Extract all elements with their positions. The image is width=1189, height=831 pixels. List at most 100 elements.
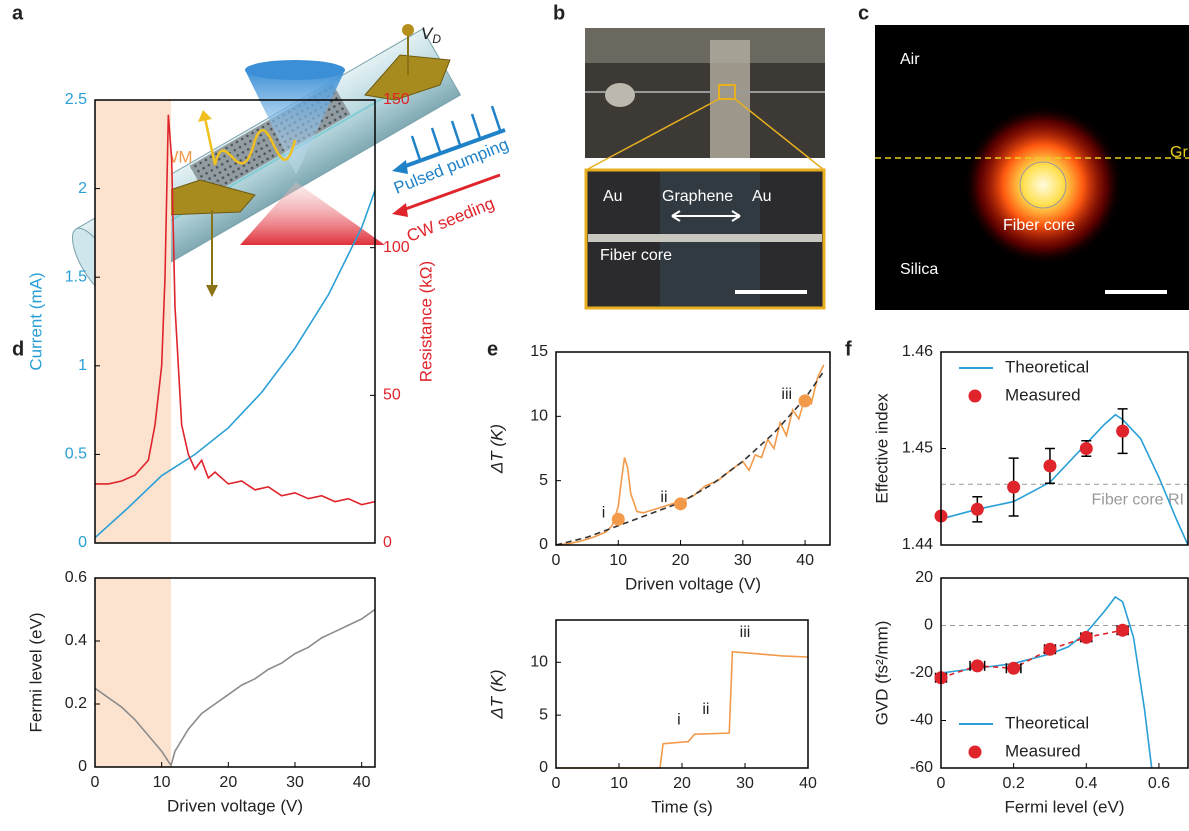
y-tick-label: 0 [539,759,548,776]
legend-label: Theoretical [1005,713,1089,732]
fiber-core-label: Fiber core [600,247,672,264]
voltage-subscript: D [432,32,441,46]
point [1116,425,1129,438]
legend-label: Measured [1005,385,1081,404]
y-tick-label: 2 [78,180,87,197]
point-label: iii [781,386,792,403]
y-tick-label: 5 [539,706,548,723]
x-tick-label: 0.4 [1075,775,1097,792]
annotation: i [677,712,681,729]
point-label: i [602,504,606,521]
line [941,415,1188,545]
y-tick-label: 1.5 [65,268,87,285]
x-tick-label: 0 [91,774,100,791]
point [1080,631,1093,644]
annotation: iii [740,624,751,641]
y-tick-label: 0 [924,617,933,634]
seed-label: CW seeding [404,194,497,246]
point [1043,459,1056,472]
legend-marker [969,390,982,403]
y-axis-label: ΔT (K) [487,669,506,719]
annotation: ii [702,701,709,718]
x-tick-label: 20 [219,774,237,791]
x-tick-label: 10 [609,552,627,569]
y-tick-label: 0 [539,536,548,553]
graphene-label: Gr [1170,144,1188,161]
x-axis-label: Fermi level (eV) [1005,797,1125,816]
x-tick-label: 40 [796,552,814,569]
y-tick-label: 0 [78,758,87,775]
y-tick-label: 0.6 [65,569,87,586]
point-label: ii [660,489,667,506]
y-tick-label: 1.44 [902,536,933,553]
silica-label: Silica [900,261,938,278]
air-label: Air [900,51,920,68]
x-tick-label: 0.6 [1148,775,1170,792]
x-tick-label: 0 [937,775,946,792]
y2-axis-label: Resistance (kΩ) [416,261,435,382]
x-tick-label: 40 [799,775,817,792]
point [1116,624,1129,637]
panel-label: d [12,338,24,360]
y-tick-label: 5 [539,472,548,489]
y-axis-label: Current (mA) [26,272,45,370]
x-tick-label: 40 [353,774,371,791]
legend-marker [969,746,982,759]
legend-label: Measured [1005,741,1081,760]
y-tick-label: -40 [910,712,933,729]
chart: 1.441.451.46Effective indexFiber core RI… [872,343,1188,553]
point [1007,662,1020,675]
y-tick-label: -20 [910,664,933,681]
x-axis-label: Driven voltage (V) [167,796,303,815]
panel-label: e [487,338,498,360]
plot-frame [556,620,808,768]
chart: -60 -40 -20 0 20 0 0.2 0.4 0.6 Fermi level (eV) GV… [872,569,1188,816]
electrode-label: Au [603,188,623,205]
point [971,659,984,672]
graphene-label: Graphene [662,188,733,205]
x-tick-label: 20 [672,552,690,569]
x-tick-label: 0.2 [1003,775,1025,792]
chart: 0510010203040Time (s)ΔT (K)iiiiii [487,620,817,816]
panel-label: a [12,2,24,24]
panel-label: b [553,2,565,24]
electrode-label: Au [752,188,772,205]
y-tick-label: 0.4 [65,632,87,649]
micrograph: Au Graphene Au Fiber core [585,28,825,308]
y-axis-label: Effective index [872,393,891,504]
y-tick-label: 2.5 [65,91,87,108]
x-tick-label: 10 [153,774,171,791]
point [1080,442,1093,455]
x-axis-label: Driven voltage (V) [625,574,761,593]
figure: VD FWM Pulsed pumping CW seeding Au Grap… [0,0,1189,831]
line [556,652,808,768]
y2-tick-label: 0 [383,534,392,551]
connector [941,630,1123,678]
y-tick-label: 1 [78,357,87,374]
y-tick-label: 20 [915,569,933,586]
x-tick-label: 0 [552,775,561,792]
panel-label: c [858,2,869,24]
point [1043,643,1056,656]
y-axis-label: ΔT (K) [487,424,506,474]
point [674,497,687,510]
y-tick-label: 10 [530,408,548,425]
y-axis-label: GVD (fs²/mm) [872,621,891,726]
x-tick-label: 20 [673,775,691,792]
x-tick-label: 0 [552,552,561,569]
plot-frame [941,578,1188,768]
y-tick-label: 0.2 [65,695,87,712]
fiber-core-label: Fiber core [1003,217,1075,234]
point [612,513,625,526]
x-tick-label: 30 [734,552,752,569]
y-axis-label: Fermi level (eV) [26,613,45,733]
legend-label: Theoretical [1005,357,1089,376]
y-tick-label: 1.45 [902,440,933,457]
voltage-label: VD [421,24,441,46]
point [971,503,984,516]
point [799,394,812,407]
y-tick-label: -60 [910,759,933,776]
y2-tick-label: 150 [383,91,410,108]
